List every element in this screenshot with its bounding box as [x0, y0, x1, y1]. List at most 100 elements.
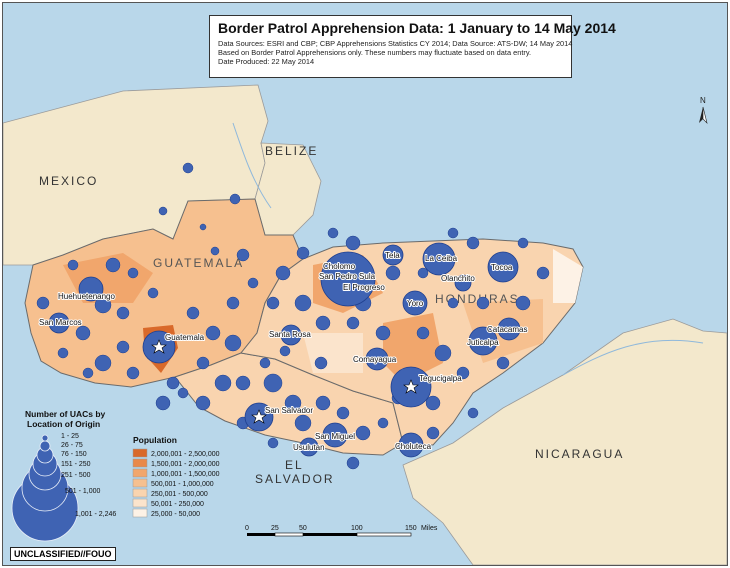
uac-bubble	[536, 266, 550, 280]
uac-class-label: 76 - 150	[61, 451, 87, 458]
uac-bubble	[235, 375, 251, 391]
uac-bubble	[75, 325, 91, 341]
bubble-san-marcos	[48, 312, 70, 334]
bubble-san-pedro-sula	[320, 251, 376, 307]
uac-bubble	[155, 395, 171, 411]
nicaragua-land	[402, 318, 727, 565]
city-label: Usulutan	[293, 443, 325, 452]
uac-class-label: 151 - 250	[61, 461, 91, 468]
uac-bubble	[345, 235, 361, 251]
city-label: Guatemala	[165, 333, 205, 342]
city-label: Tegucigalpa	[419, 374, 462, 383]
uac-bubble	[82, 367, 94, 379]
uac-bubble	[127, 267, 139, 279]
scale-tick: 100	[351, 525, 363, 532]
country-label-belize: BELIZE	[265, 144, 318, 158]
uac-bubble	[259, 357, 271, 369]
uac-bubble	[434, 344, 452, 362]
uac-bubble	[467, 407, 479, 419]
bubble-juticalpa	[468, 326, 498, 356]
population-class-label: 50,001 - 250,000	[151, 501, 204, 508]
uac-bubble	[284, 394, 302, 412]
uac-legend: Number of UACs by Location of Origin 1 -…	[11, 409, 116, 542]
uac-bubble	[267, 437, 279, 449]
bubble-comayagua	[365, 347, 389, 371]
uac-bubble	[177, 387, 189, 399]
uac-bubble	[158, 206, 168, 216]
uac-bubble	[327, 227, 339, 239]
city-label: Santa Rosa	[269, 330, 311, 339]
uac-legend-circle	[39, 440, 51, 452]
bubble-yoro	[402, 290, 428, 316]
uac-bubble	[105, 257, 121, 273]
city-label: Huehuetenango	[58, 292, 115, 301]
uac-bubble	[315, 395, 331, 411]
uac-bubble	[166, 376, 180, 390]
uac-legend-title: Number of UACs by	[25, 409, 106, 419]
uac-bubble	[247, 277, 259, 289]
uac-bubble	[266, 296, 280, 310]
uac-bubble	[385, 265, 401, 281]
city-label: Tela	[385, 251, 400, 260]
scale-bar: 0 25 50 100 150 Miles	[245, 525, 438, 537]
city-label: San Pedro Sula	[319, 272, 376, 281]
uac-bubble	[116, 340, 130, 354]
scale-tick: 0	[245, 525, 249, 532]
uac-bubble	[447, 297, 459, 309]
bubble-tela	[382, 244, 404, 266]
uac-bubble	[263, 373, 283, 393]
uac-bubble	[456, 366, 470, 380]
uac-bubble	[214, 374, 232, 392]
city-label: Comayagua	[353, 355, 397, 364]
population-legend-title: Population	[133, 435, 177, 445]
uac-bubble	[336, 406, 350, 420]
title-box: Border Patrol Apprehension Data: 1 Janua…	[209, 15, 616, 78]
uac-bubble	[294, 294, 312, 312]
uac-bubble	[517, 237, 529, 249]
uac-bubble	[515, 295, 531, 311]
map-title: Border Patrol Apprehension Data: 1 Janua…	[218, 20, 616, 36]
country-label-guatemala: GUATEMALA	[153, 256, 244, 270]
uac-bubble	[279, 345, 291, 357]
uac-bubble	[116, 306, 130, 320]
uac-bubble	[346, 316, 360, 330]
uac-bubble	[375, 325, 391, 341]
uac-class-label: 251 - 500	[61, 472, 91, 479]
uac-bubble	[182, 162, 194, 174]
scale-tick: 50	[299, 525, 307, 532]
uac-bubble	[94, 296, 112, 314]
uac-bubble	[224, 334, 242, 352]
uac-bubble	[57, 347, 69, 359]
bubble-santa-rosa	[280, 324, 302, 346]
uac-bubble	[236, 248, 250, 262]
bubble-huehuetenango	[78, 276, 104, 302]
city-label: Cholomo	[323, 262, 356, 271]
uac-class-label: 1,001 - 2,246	[75, 511, 116, 518]
capital-star-icon	[251, 409, 267, 424]
city-label: Choluteca	[395, 442, 432, 451]
uac-bubble	[314, 356, 328, 370]
city-label: La Ceiba	[425, 254, 458, 263]
uac-bubble	[199, 223, 207, 231]
map-canvas: MEXICO BELIZE GUATEMALA HONDURAS EL SALV…	[3, 3, 727, 565]
uac-bubble	[126, 366, 140, 380]
district-e	[303, 333, 363, 373]
city-label: San Miguel	[315, 432, 355, 441]
uac-bubble	[476, 296, 490, 310]
city-label: Tocoa	[491, 263, 513, 272]
country-label-el: EL	[285, 458, 304, 472]
bubble-la-ceiba	[422, 242, 456, 276]
population-class-label: 250,001 - 500,000	[151, 491, 208, 498]
district-f	[553, 249, 583, 303]
capital-star-icon	[151, 339, 167, 354]
bubble-olanchito	[454, 274, 472, 292]
uac-bubble	[67, 259, 79, 271]
uac-class-label: 501 - 1,000	[65, 488, 101, 495]
population-class-label: 25,000 - 50,000	[151, 511, 200, 518]
capital-star-icon	[403, 379, 419, 394]
uac-bubble	[275, 265, 291, 281]
city-label: Juticalpa	[467, 338, 499, 347]
uac-bubble	[416, 326, 430, 340]
river	[232, 122, 272, 209]
scale-tick: 25	[271, 525, 279, 532]
